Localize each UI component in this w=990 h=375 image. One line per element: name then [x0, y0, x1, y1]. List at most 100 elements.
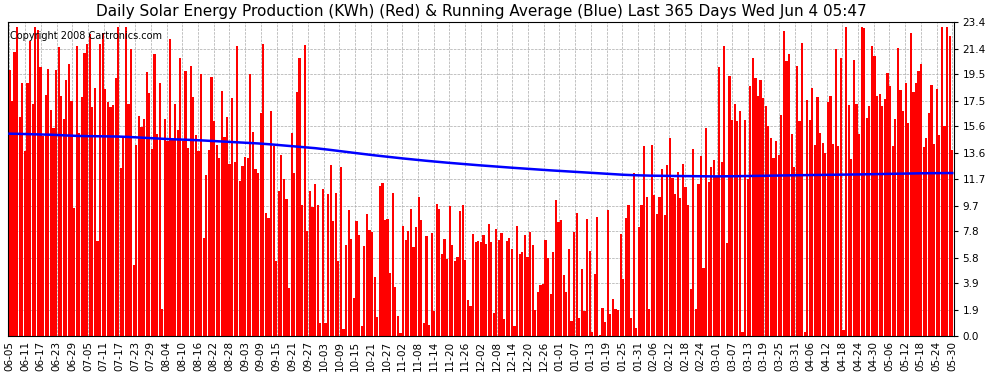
Bar — [195, 135, 197, 336]
Bar — [775, 141, 777, 336]
Bar — [899, 90, 902, 336]
Bar — [508, 238, 511, 336]
Bar — [208, 150, 210, 336]
Bar — [187, 148, 189, 336]
Bar — [472, 234, 474, 336]
Bar — [705, 128, 707, 336]
Bar — [602, 308, 604, 336]
Bar — [554, 201, 557, 336]
Bar — [169, 39, 171, 336]
Bar — [915, 83, 917, 336]
Bar — [86, 44, 88, 336]
Bar — [731, 120, 734, 336]
Bar — [682, 164, 684, 336]
Bar — [301, 205, 303, 336]
Bar — [275, 261, 277, 336]
Bar — [648, 309, 650, 336]
Bar — [751, 58, 754, 336]
Bar — [27, 82, 29, 336]
Bar — [645, 197, 647, 336]
Bar — [840, 58, 842, 336]
Bar — [653, 195, 655, 336]
Bar — [60, 96, 62, 336]
Bar — [267, 218, 269, 336]
Bar — [11, 101, 13, 336]
Bar — [907, 123, 910, 336]
Bar — [791, 134, 793, 336]
Bar — [386, 219, 389, 336]
Bar — [817, 97, 819, 336]
Bar — [394, 286, 396, 336]
Bar — [804, 332, 806, 336]
Bar — [793, 167, 795, 336]
Bar — [453, 261, 456, 336]
Bar — [524, 235, 526, 336]
Bar — [742, 332, 743, 336]
Bar — [798, 121, 801, 336]
Bar — [549, 294, 551, 336]
Bar — [446, 259, 448, 336]
Bar — [280, 155, 282, 336]
Bar — [918, 71, 920, 336]
Bar — [796, 66, 798, 336]
Bar — [330, 165, 332, 336]
Bar — [254, 169, 256, 336]
Bar — [426, 236, 428, 336]
Bar — [352, 298, 355, 336]
Bar — [444, 239, 446, 336]
Bar — [625, 218, 627, 336]
Bar — [296, 92, 298, 336]
Text: Copyright 2008 Cartronics.com: Copyright 2008 Cartronics.com — [10, 31, 162, 41]
Bar — [754, 78, 756, 336]
Bar — [75, 46, 78, 336]
Bar — [392, 193, 394, 336]
Bar — [14, 53, 16, 336]
Bar — [89, 34, 91, 336]
Bar — [182, 141, 184, 336]
Bar — [48, 69, 50, 336]
Bar — [575, 213, 578, 336]
Bar — [710, 167, 713, 336]
Bar — [399, 333, 402, 336]
Bar — [54, 70, 57, 336]
Bar — [739, 111, 741, 336]
Bar — [863, 28, 865, 336]
Bar — [40, 67, 42, 336]
Bar — [562, 275, 565, 336]
Bar — [16, 27, 18, 336]
Bar — [312, 207, 314, 336]
Bar — [902, 111, 904, 336]
Bar — [884, 99, 886, 336]
Bar — [757, 96, 759, 336]
Bar — [560, 220, 562, 336]
Bar — [876, 96, 878, 336]
Bar — [612, 299, 614, 336]
Bar — [355, 221, 357, 336]
Bar — [264, 213, 267, 336]
Bar — [690, 289, 692, 336]
Bar — [871, 46, 873, 336]
Bar — [298, 58, 301, 336]
Bar — [360, 326, 362, 336]
Bar — [801, 43, 803, 336]
Bar — [785, 61, 788, 336]
Bar — [376, 316, 378, 336]
Bar — [291, 133, 293, 336]
Bar — [514, 326, 516, 336]
Bar — [304, 45, 306, 336]
Bar — [389, 273, 391, 336]
Bar — [480, 242, 482, 336]
Bar — [920, 64, 923, 336]
Bar — [451, 244, 453, 336]
Bar — [373, 277, 376, 336]
Bar — [224, 136, 226, 336]
Bar — [190, 66, 192, 336]
Bar — [557, 222, 559, 336]
Bar — [234, 162, 236, 336]
Bar — [368, 230, 370, 336]
Bar — [591, 332, 593, 336]
Bar — [679, 198, 681, 336]
Bar — [939, 135, 940, 336]
Bar — [552, 252, 554, 336]
Bar — [343, 328, 345, 336]
